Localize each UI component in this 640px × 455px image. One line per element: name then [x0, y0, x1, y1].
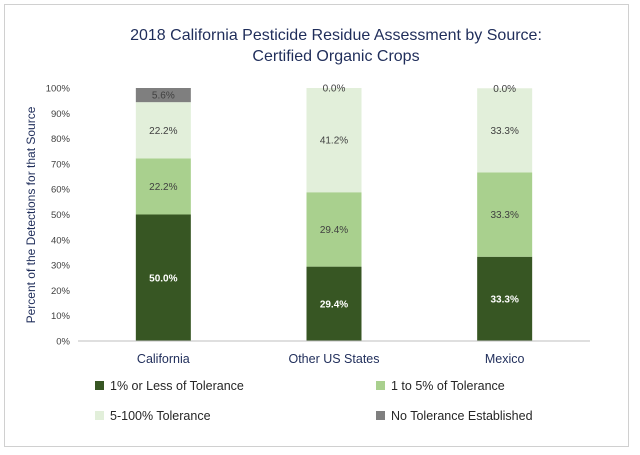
data-label: 0.0% [493, 84, 516, 95]
chart-subtitle: Certified Organic Crops [252, 48, 419, 65]
y-tick-label: 80% [51, 134, 71, 145]
data-label: 22.2% [149, 182, 177, 193]
data-label: 50.0% [149, 273, 177, 284]
data-label: 22.2% [149, 126, 177, 137]
bars: 50.0% 22.2% 22.2% 5.6% 29.4% 29.4% 41.2% 0.0% 33… [135, 84, 533, 341]
legend-label: 1% or Less of Tolerance [110, 379, 244, 393]
legend-swatch [95, 381, 104, 390]
x-tick-label: Mexico [485, 352, 525, 366]
bar-segment [135, 88, 191, 103]
y-tick-label: 0% [56, 337, 70, 348]
y-tick-label: 40% [51, 235, 71, 246]
y-tick-label: 100% [46, 84, 71, 95]
data-label: 33.3% [490, 294, 518, 305]
data-label: 0.0% [323, 84, 346, 95]
y-tick-label: 90% [51, 109, 71, 120]
data-label: 41.2% [320, 136, 348, 147]
y-axis-ticks: 0% 10% 20% 30% 40% 50% 60% 70% 80% 90% 100% [46, 84, 71, 348]
bar-segment [135, 102, 191, 159]
legend-swatch [95, 411, 104, 420]
y-tick-label: 60% [51, 185, 71, 196]
y-tick-label: 70% [51, 159, 71, 170]
data-label: 33.3% [490, 126, 518, 137]
legend-label: 5-100% Tolerance [110, 409, 211, 423]
x-axis-ticks: California Other US States Mexico [137, 352, 525, 366]
data-label: 29.4% [320, 299, 348, 310]
bar-segment [477, 256, 533, 341]
legend-label: 1 to 5% of Tolerance [391, 379, 505, 393]
data-label: 5.6% [152, 91, 175, 102]
bar-segment [135, 214, 191, 341]
bar-segment [477, 88, 533, 173]
data-label: 33.3% [490, 210, 518, 221]
y-tick-label: 10% [51, 311, 71, 322]
y-tick-label: 30% [51, 261, 71, 272]
legend-swatch [376, 381, 385, 390]
data-label: 29.4% [320, 225, 348, 236]
x-tick-label: California [137, 352, 190, 366]
legend-label: No Tolerance Established [391, 409, 533, 423]
legend-swatch [376, 411, 385, 420]
legend: 1% or Less of Tolerance 1 to 5% of Tolera… [95, 379, 533, 423]
bar-segment [477, 172, 533, 257]
y-tick-label: 50% [51, 210, 71, 221]
bar-segment [306, 266, 362, 341]
x-tick-label: Other US States [288, 352, 379, 366]
y-tick-label: 20% [51, 286, 71, 297]
bar-segment [306, 192, 362, 267]
bar-segment [306, 88, 362, 193]
y-axis-label: Percent of the Detections for that Sourc… [24, 106, 38, 323]
bar-segment [135, 158, 191, 215]
chart-title: 2018 California Pesticide Residue Assess… [130, 27, 542, 44]
